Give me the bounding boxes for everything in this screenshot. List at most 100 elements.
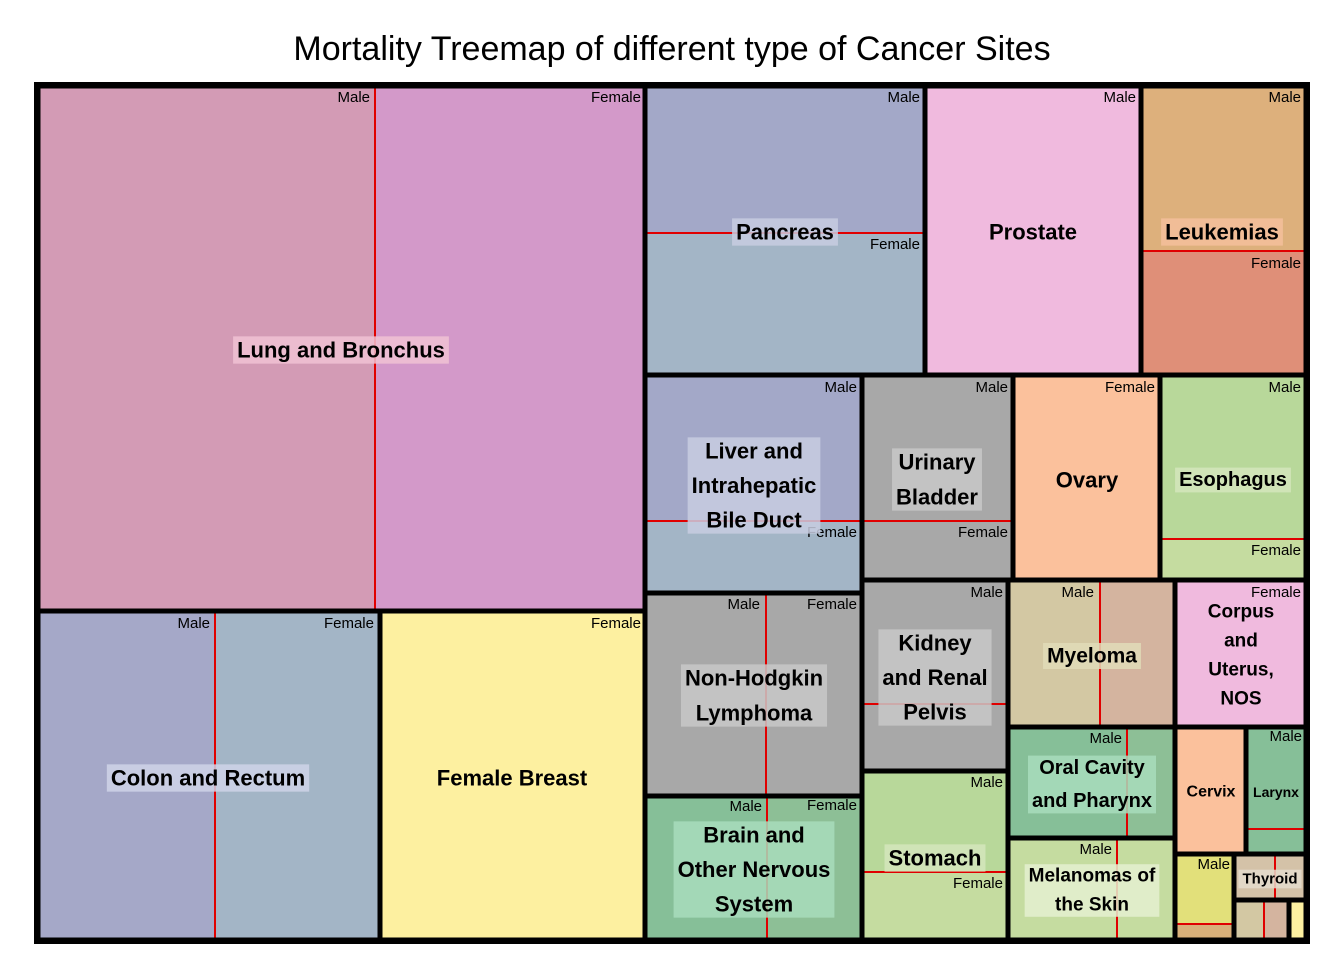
svg-text:Myeloma: Myeloma bbox=[1047, 645, 1137, 668]
urinary-bladder-male-label: Male bbox=[975, 379, 1008, 396]
unlabeled-23-tile bbox=[1289, 900, 1306, 940]
urinary-bladder-label: Urinary Bladder bbox=[892, 448, 982, 511]
pancreas-label: Pancreas bbox=[732, 218, 838, 246]
lung-and-bronchus-female-label: Female bbox=[591, 89, 641, 106]
colon-and-rectum-label-bg bbox=[106, 764, 310, 792]
urinary-bladder-female-tile bbox=[862, 521, 1013, 580]
myeloma-male-label: Male bbox=[1061, 584, 1094, 601]
pancreas-label-bg bbox=[732, 218, 838, 246]
esophagus-label: Esophagus bbox=[1175, 467, 1291, 493]
urinary-bladder-label-bg bbox=[892, 448, 982, 511]
thyroid-label-bg bbox=[1238, 869, 1302, 889]
larynx-male-label: Male bbox=[1269, 728, 1302, 745]
thyroid-label: Thyroid bbox=[1238, 869, 1302, 889]
unlabeled-21-male-label: Male bbox=[1197, 856, 1230, 873]
non-hodgkin-lymphoma-label: Non-Hodgkin Lymphoma bbox=[680, 664, 828, 727]
stomach-label-bg bbox=[884, 844, 986, 872]
corpus-and-uterus-nos-tile bbox=[1175, 580, 1306, 727]
svg-text:Leukemias: Leukemias bbox=[1165, 220, 1279, 245]
myeloma-label: Myeloma bbox=[1043, 642, 1141, 670]
larynx-female-tile bbox=[1246, 829, 1306, 854]
larynx-male-tile bbox=[1246, 727, 1306, 829]
female-breast-label: Female Breast bbox=[437, 766, 588, 791]
melanomas-of-the-skin-label-bg bbox=[1024, 864, 1160, 917]
leukemias-female-label: Female bbox=[1251, 255, 1301, 272]
colon-and-rectum-label: Colon and Rectum bbox=[106, 764, 310, 792]
svg-text:Prostate: Prostate bbox=[989, 220, 1077, 245]
stomach-female-tile bbox=[862, 872, 1008, 940]
lung-and-bronchus-label-bg bbox=[233, 336, 449, 364]
pancreas-female-tile bbox=[645, 233, 925, 375]
unlabeled-22-female-tile bbox=[1264, 900, 1289, 940]
svg-text:Colon and Rectum: Colon and Rectum bbox=[111, 766, 305, 791]
unlabeled-22-male-tile bbox=[1234, 900, 1264, 940]
ovary-label: Ovary bbox=[1056, 468, 1119, 493]
cervix-tile bbox=[1175, 727, 1246, 854]
leukemias-label: Leukemias bbox=[1161, 218, 1283, 246]
svg-text:Esophagus: Esophagus bbox=[1179, 469, 1287, 491]
unlabeled-21-female-tile bbox=[1175, 924, 1234, 940]
ovary-tile bbox=[1013, 375, 1160, 580]
oral-cavity-and-pharynx-male-label: Male bbox=[1089, 730, 1122, 747]
leukemias-male-label: Male bbox=[1268, 89, 1301, 106]
lung-and-bronchus-label: Lung and Bronchus bbox=[233, 336, 449, 364]
stomach-male-label: Male bbox=[970, 774, 1003, 791]
brain-and-other-nervous-system-label: Brain and Other Nervous System bbox=[673, 821, 835, 918]
oral-cavity-and-pharynx-label: Oral Cavity and Pharynx bbox=[1027, 755, 1157, 814]
prostate-label: Prostate bbox=[989, 220, 1077, 245]
leukemias-label-bg bbox=[1161, 218, 1283, 246]
esophagus-label-bg bbox=[1175, 467, 1291, 493]
svg-text:Cervix: Cervix bbox=[1187, 784, 1236, 801]
brain-and-other-nervous-system-male-label: Male bbox=[729, 798, 762, 815]
oral-cavity-and-pharynx-label-bg bbox=[1027, 755, 1157, 814]
melanomas-of-the-skin-male-label: Male bbox=[1079, 841, 1112, 858]
melanomas-of-the-skin-label: Melanomas of the Skin bbox=[1024, 864, 1160, 917]
svg-text:Lung and Bronchus: Lung and Bronchus bbox=[237, 338, 445, 363]
colon-and-rectum-male-label: Male bbox=[177, 615, 210, 632]
treemap-frame bbox=[34, 82, 1310, 944]
esophagus-female-label: Female bbox=[1251, 542, 1301, 559]
kidney-and-renal-pelvis-male-label: Male bbox=[970, 584, 1003, 601]
myeloma-label-bg bbox=[1043, 642, 1141, 670]
corpus-and-uterus-nos-label: Corpus and Uterus, NOS bbox=[1208, 602, 1275, 710]
pancreas-female-label: Female bbox=[870, 236, 920, 253]
kidney-and-renal-pelvis-label-bg bbox=[878, 629, 992, 726]
brain-and-other-nervous-system-female-label: Female bbox=[807, 797, 857, 814]
non-hodgkin-lymphoma-male-label: Male bbox=[727, 596, 760, 613]
female-breast-female-label: Female bbox=[591, 615, 641, 632]
lung-and-bronchus-male-label: Male bbox=[337, 89, 370, 106]
liver-and-intrahepatic-bile-duct-male-label: Male bbox=[824, 379, 857, 396]
female-breast-tile bbox=[380, 611, 645, 940]
unlabeled-21-male-tile bbox=[1175, 854, 1234, 924]
prostate-male-label: Male bbox=[1103, 89, 1136, 106]
liver-and-intrahepatic-bile-duct-label: Liver and Intrahepatic Bile Duct bbox=[687, 437, 821, 534]
larynx-label: Larynx bbox=[1253, 784, 1299, 800]
pancreas-male-tile bbox=[645, 86, 925, 233]
esophagus-female-tile bbox=[1160, 539, 1306, 580]
stomach-female-label: Female bbox=[953, 875, 1003, 892]
pancreas-male-label: Male bbox=[887, 89, 920, 106]
esophagus-male-tile bbox=[1160, 375, 1306, 539]
svg-text:Stomach: Stomach bbox=[889, 846, 982, 871]
svg-text:Ovary: Ovary bbox=[1056, 468, 1119, 493]
svg-text:Thyroid: Thyroid bbox=[1243, 871, 1298, 888]
stomach-label: Stomach bbox=[884, 844, 986, 872]
chart-title: Mortality Treemap of different type of C… bbox=[293, 30, 1051, 68]
liver-and-intrahepatic-bile-duct-label-bg bbox=[687, 437, 821, 534]
kidney-and-renal-pelvis-label: Kidney and Renal Pelvis bbox=[878, 629, 992, 726]
urinary-bladder-female-label: Female bbox=[958, 524, 1008, 541]
cervix-label: Cervix bbox=[1187, 784, 1236, 801]
non-hodgkin-lymphoma-label-bg bbox=[680, 664, 828, 727]
prostate-tile bbox=[925, 86, 1141, 375]
brain-and-other-nervous-system-label-bg bbox=[673, 821, 835, 918]
leukemias-female-tile bbox=[1141, 251, 1306, 375]
svg-text:Larynx: Larynx bbox=[1253, 784, 1299, 800]
corpus-and-uterus-nos-female-label: Female bbox=[1251, 584, 1301, 601]
